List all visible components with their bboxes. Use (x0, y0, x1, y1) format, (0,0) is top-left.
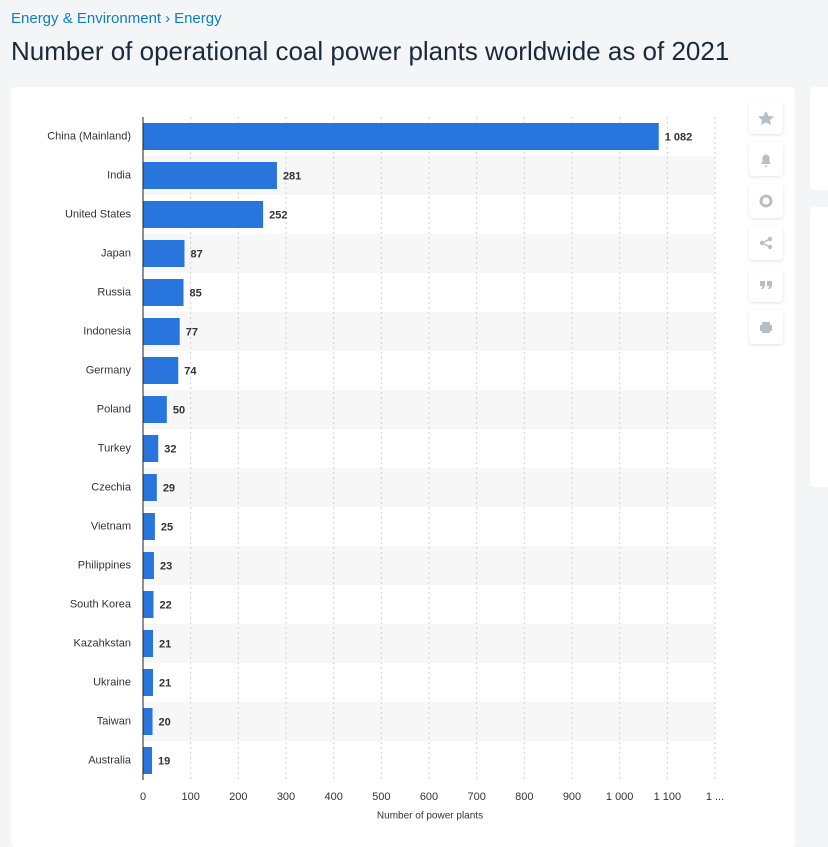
x-tick-label: 100 (181, 791, 199, 803)
bar (143, 162, 277, 189)
y-tick-label: Ukraine (93, 676, 131, 688)
bell-icon (761, 154, 771, 167)
value-label: 21 (159, 677, 171, 689)
bar (143, 591, 154, 618)
breadcrumb-link[interactable]: Energy & Environment (11, 10, 162, 27)
x-tick-label: 1 100 (654, 791, 682, 803)
bar (143, 708, 153, 735)
value-label: 22 (159, 599, 171, 611)
value-label: 19 (158, 755, 170, 767)
x-tick-label: 0 (140, 791, 146, 803)
y-tick-label: Taiwan (97, 715, 131, 727)
breadcrumb: Energy & Environment › Energy (11, 10, 226, 27)
star-icon (758, 111, 774, 125)
x-tick-label: 1 ... (706, 791, 724, 803)
value-label: 85 (190, 287, 202, 299)
y-tick-label: United States (65, 208, 132, 220)
x-axis-label: Number of power plants (377, 811, 483, 822)
value-label: 87 (190, 248, 202, 260)
bar (143, 669, 154, 696)
y-tick-label: Philippines (78, 559, 132, 571)
y-tick-label: India (107, 169, 132, 181)
y-tick-label: Japan (101, 247, 131, 259)
x-tick-label: 400 (324, 791, 342, 803)
share-icon (759, 236, 773, 250)
y-tick-label: Turkey (98, 442, 132, 454)
bar (143, 747, 153, 774)
side-panel (810, 87, 828, 190)
y-tick-label: Kazahkstan (74, 637, 131, 649)
value-label: 29 (163, 482, 175, 494)
value-label: 21 (159, 638, 171, 650)
value-label: 252 (269, 209, 287, 221)
bar (143, 552, 154, 579)
bar (143, 630, 154, 657)
value-label: 1 082 (665, 131, 693, 143)
bar (143, 435, 159, 462)
x-tick-label: 500 (372, 791, 390, 803)
quote-icon (760, 281, 772, 289)
row-stripe (143, 546, 715, 585)
print-icon (760, 322, 772, 333)
value-label: 74 (184, 365, 197, 377)
bar (143, 201, 264, 228)
page-title: Number of operational coal power plants … (11, 36, 730, 66)
y-tick-label: Poland (97, 403, 131, 415)
y-tick-label: Czechia (91, 481, 132, 493)
bar (143, 279, 184, 306)
x-tick-label: 600 (420, 791, 438, 803)
y-tick-label: China (Mainland) (47, 130, 131, 142)
settings-button[interactable] (749, 184, 783, 218)
y-tick-label: South Korea (70, 598, 132, 610)
value-label: 32 (164, 443, 176, 455)
x-tick-label: 800 (515, 791, 533, 803)
value-label: 77 (186, 326, 198, 338)
gear-icon (759, 194, 773, 208)
x-tick-label: 300 (277, 791, 295, 803)
bar (143, 474, 157, 501)
bar (143, 396, 167, 423)
bar (143, 357, 179, 384)
y-tick-label: Russia (97, 286, 132, 298)
x-tick-label: 1 000 (606, 791, 634, 803)
breadcrumb-link[interactable]: Energy (174, 10, 222, 27)
y-tick-label: Germany (86, 364, 132, 376)
x-tick-label: 700 (467, 791, 485, 803)
value-label: 25 (161, 521, 173, 533)
x-tick-label: 200 (229, 791, 247, 803)
value-label: 281 (283, 170, 301, 182)
value-label: 20 (159, 716, 171, 728)
bar (143, 123, 659, 150)
icons (758, 111, 774, 333)
y-tick-label: Indonesia (83, 325, 132, 337)
value-label: 23 (160, 560, 172, 572)
y-tick-label: Australia (88, 754, 132, 766)
y-tick-label: Vietnam (91, 520, 131, 532)
cite-button[interactable] (749, 268, 783, 302)
bar (143, 513, 155, 540)
bar (143, 318, 180, 345)
x-tick-label: 900 (563, 791, 581, 803)
side-panel (810, 207, 828, 487)
breadcrumb-separator: › (165, 10, 171, 27)
share-button[interactable] (749, 226, 783, 260)
bar (143, 240, 185, 267)
value-label: 50 (173, 404, 185, 416)
